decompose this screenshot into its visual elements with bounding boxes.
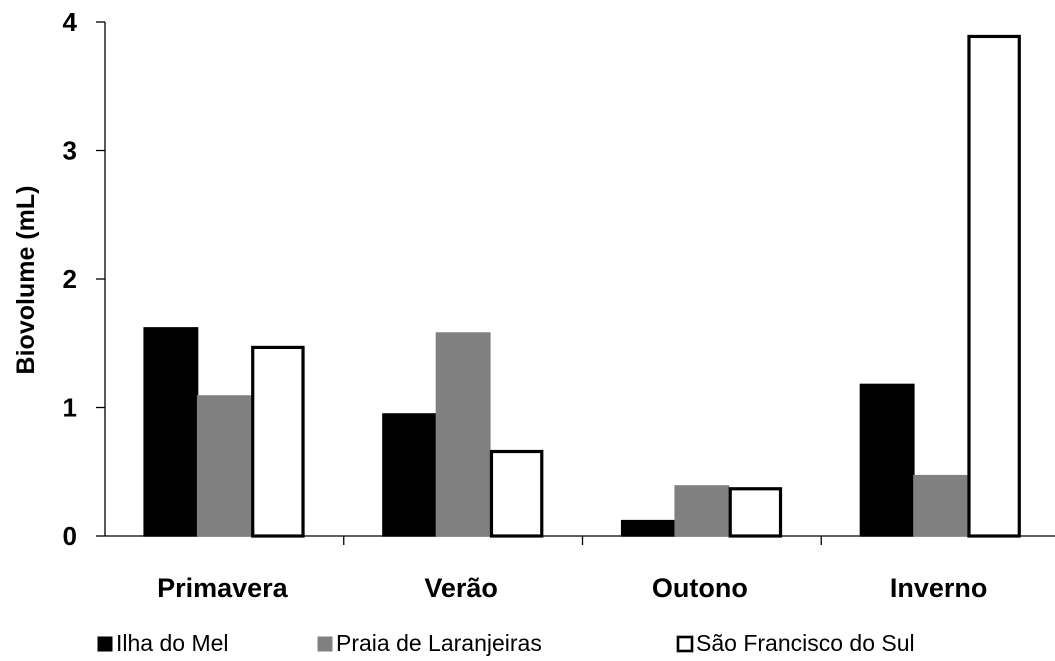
legend-swatch [676,635,694,653]
y-tick-label: 2 [63,264,77,294]
plot-area: 0 1 2 3 4 Primavera Verão Outono Inverno [63,7,1055,603]
bar-primavera-series-3 [251,345,305,538]
x-category-label: Outono [652,573,748,603]
bar-outono-series-1 [620,519,676,537]
legend-swatch [317,636,333,652]
y-tick-label: 3 [63,136,77,166]
bar-inverno-series-2 [913,474,969,537]
legend-swatch [97,636,113,652]
bar-verao-series-1 [382,413,438,537]
bar-outono-series-3 [728,487,783,538]
x-category-label: Verão [424,573,498,603]
y-tick-label: 0 [63,521,77,551]
x-category-label: Primavera [157,573,289,603]
bar-inverno-series-3 [967,34,1021,538]
bar-verao-series-2 [435,332,491,537]
legend-label: Praia de Laranjeiras [336,630,542,656]
legend-label: Ilha do Mel [116,630,229,656]
y-axis-title: Biovolume (mL) [12,186,40,375]
y-tick-label: 1 [63,393,77,423]
bar-primavera-series-1 [143,327,199,537]
x-category-label: Inverno [890,573,988,603]
legend: Ilha do Mel Praia de Laranjeiras São Franc… [97,630,915,656]
bar-inverno-series-1 [859,383,915,537]
bar-verao-series-3 [489,449,544,538]
y-tick-label: 4 [63,7,78,37]
bar-outono-series-2 [674,485,730,537]
bar-primavera-series-2 [196,395,252,537]
legend-label: São Francisco do Sul [696,630,915,656]
